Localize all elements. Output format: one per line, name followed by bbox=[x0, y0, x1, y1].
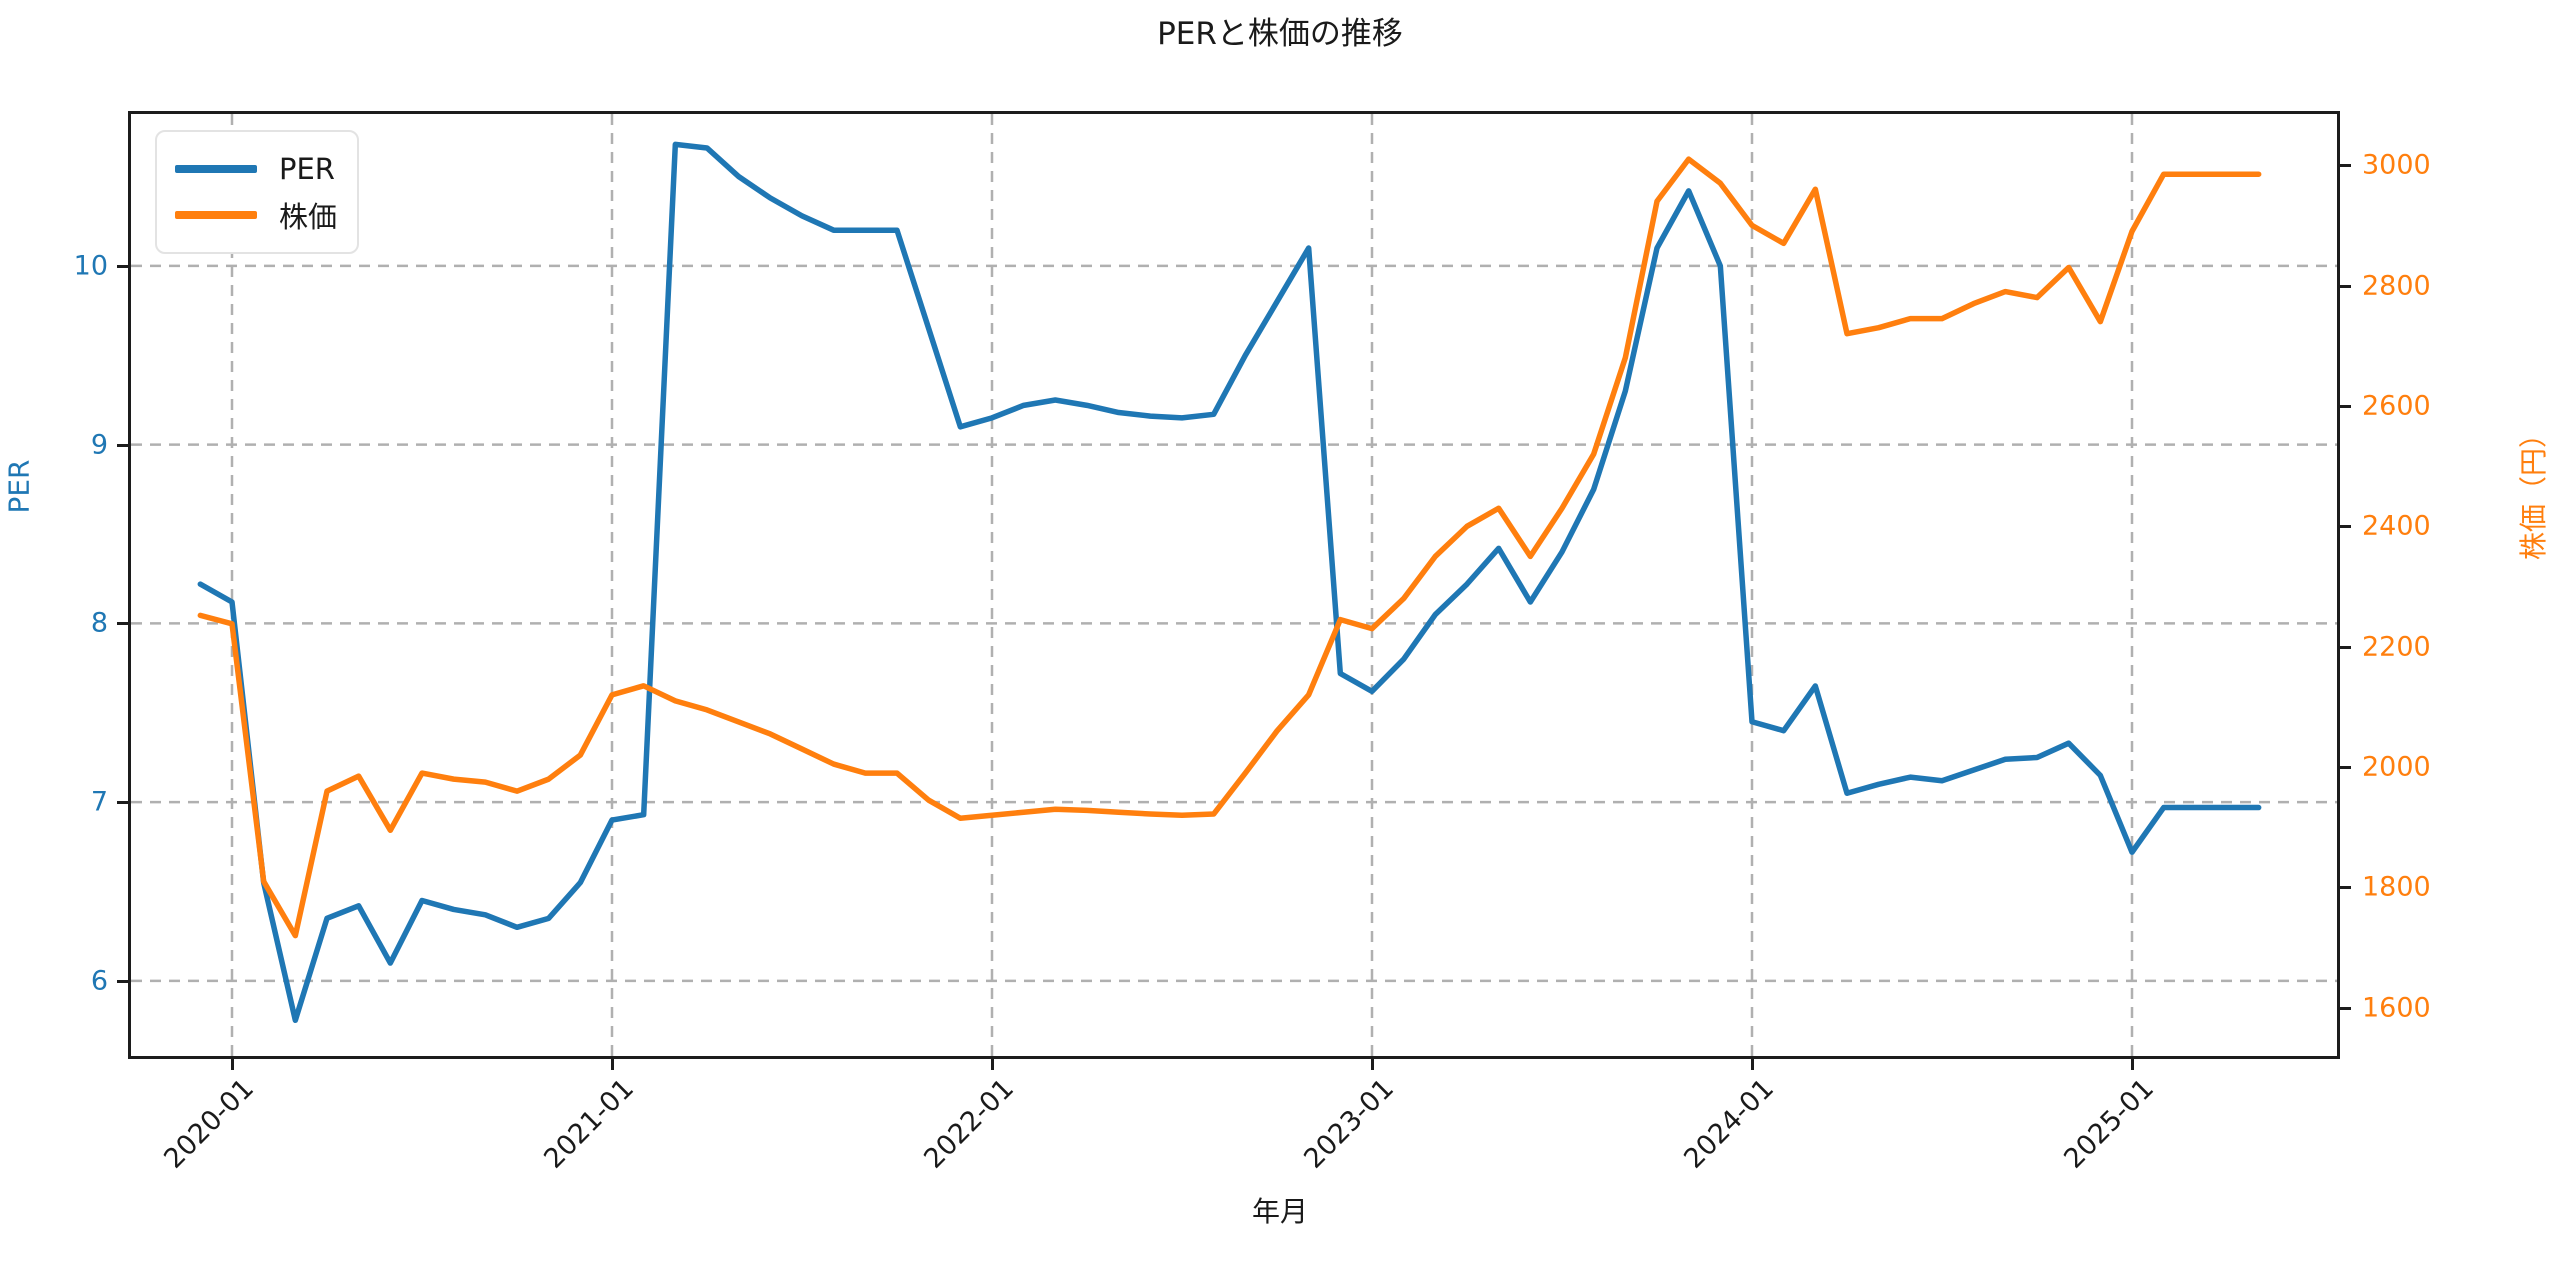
x-axis-tick-mark bbox=[1751, 1059, 1754, 1070]
y-axis-right-tick-mark bbox=[2340, 525, 2351, 529]
y-axis-right-tick-label: 2000 bbox=[2362, 751, 2431, 783]
x-axis-tick-mark bbox=[611, 1059, 614, 1070]
y-axis-right-tick-label: 2400 bbox=[2362, 510, 2431, 542]
y-axis-right-tick-mark bbox=[2340, 404, 2351, 408]
y-axis-left-tick-label: 7 bbox=[90, 786, 108, 818]
y-axis-left-tick-label: 10 bbox=[73, 250, 108, 282]
x-axis-tick-mark bbox=[991, 1059, 994, 1070]
legend-item-per[interactable]: PER bbox=[175, 146, 337, 192]
y-axis-right-tick-label: 1800 bbox=[2362, 871, 2431, 903]
x-axis-tick-mark bbox=[231, 1059, 234, 1070]
y-axis-right-tick-mark bbox=[2340, 1006, 2351, 1010]
y-axis-right-tick-label: 2600 bbox=[2362, 390, 2431, 422]
legend-item-stock-price[interactable]: 株価 bbox=[175, 192, 337, 238]
y-axis-left-tick-mark bbox=[117, 622, 128, 626]
y-axis-left-tick-mark bbox=[117, 264, 128, 268]
y-axis-left-label: PER bbox=[2, 459, 36, 514]
y-axis-left-tick-label: 8 bbox=[90, 607, 108, 639]
y-axis-right-tick-mark bbox=[2340, 766, 2351, 770]
chart-legend: PER 株価 bbox=[155, 130, 360, 254]
x-axis-tick-mark bbox=[2131, 1059, 2134, 1070]
page-title: PERと株価の推移 bbox=[1157, 16, 1403, 52]
y-axis-right-tick-mark bbox=[2340, 886, 2351, 890]
series-line-stock-price bbox=[197, 156, 2262, 939]
y-axis-right-tick-mark bbox=[2340, 645, 2351, 649]
legend-label-per: PER bbox=[279, 152, 335, 186]
y-axis-left-tick-mark bbox=[117, 979, 128, 983]
y-axis-right-tick-label: 3000 bbox=[2362, 149, 2431, 181]
y-axis-right-tick-label: 1600 bbox=[2362, 992, 2431, 1024]
y-axis-left-tick-label: 6 bbox=[90, 965, 108, 997]
y-axis-left-tick-mark bbox=[117, 443, 128, 447]
legend-label-stock-price: 株価 bbox=[279, 200, 338, 234]
series-line-per bbox=[197, 141, 2262, 1023]
y-axis-left-tick-mark bbox=[117, 801, 128, 805]
y-axis-right-tick-label: 2800 bbox=[2362, 270, 2431, 302]
x-axis-label: 年月 bbox=[1251, 1195, 1308, 1228]
y-axis-right-tick-label: 2200 bbox=[2362, 631, 2431, 663]
y-axis-left-tick-label: 9 bbox=[90, 429, 108, 461]
y-axis-right-label: 株価（円） bbox=[2517, 419, 2551, 561]
y-axis-right-tick-mark bbox=[2340, 164, 2351, 168]
plot-svg bbox=[131, 114, 2337, 1056]
y-axis-right-tick-mark bbox=[2340, 284, 2351, 288]
legend-swatch-stock-price bbox=[175, 211, 257, 219]
plot-area bbox=[128, 111, 2340, 1059]
legend-swatch-per bbox=[175, 165, 257, 173]
x-axis-tick-mark bbox=[1371, 1059, 1374, 1070]
